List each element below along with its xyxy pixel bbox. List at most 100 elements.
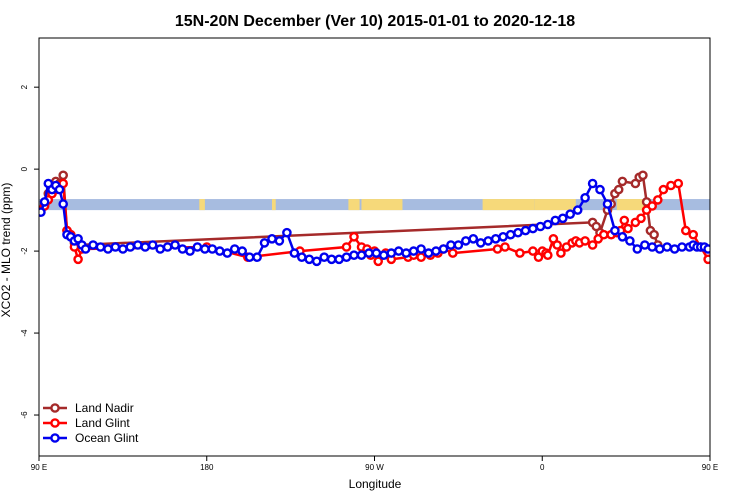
legend-swatch-marker bbox=[50, 433, 60, 443]
series-point bbox=[500, 242, 510, 252]
series-point bbox=[587, 178, 598, 189]
legend-label: Land Glint bbox=[75, 416, 130, 430]
series-point bbox=[431, 246, 441, 256]
series-point bbox=[520, 225, 531, 236]
series-point bbox=[319, 252, 330, 263]
series-layer bbox=[39, 170, 723, 267]
series-point bbox=[341, 252, 352, 263]
series-point bbox=[647, 242, 658, 252]
series-point bbox=[666, 180, 676, 191]
series-point bbox=[88, 240, 98, 250]
series-point bbox=[237, 246, 247, 256]
land-patch bbox=[271, 199, 276, 211]
y-tick-label: 0 bbox=[20, 166, 29, 171]
series-point bbox=[349, 250, 359, 260]
series-point bbox=[110, 242, 121, 252]
series-point bbox=[446, 240, 456, 250]
series-point bbox=[177, 244, 188, 254]
series-point bbox=[453, 240, 464, 250]
series-point bbox=[95, 242, 106, 252]
series-point bbox=[267, 233, 277, 244]
series-point bbox=[647, 201, 658, 211]
series-point bbox=[408, 246, 419, 256]
y-tick-label: 2 bbox=[20, 84, 29, 89]
series-point bbox=[341, 242, 352, 252]
series-point bbox=[610, 225, 620, 236]
land-patch bbox=[348, 199, 360, 211]
series-point bbox=[222, 248, 233, 258]
series-point bbox=[326, 254, 337, 265]
x-axis: 90 E 180 90 W 0 90 E bbox=[31, 456, 718, 472]
series-point bbox=[334, 254, 344, 265]
x-tick-label: 90 E bbox=[31, 463, 47, 472]
series-point bbox=[636, 213, 646, 224]
land-patch bbox=[199, 199, 205, 211]
land-patch bbox=[482, 199, 535, 211]
series-point bbox=[543, 219, 553, 230]
series-point bbox=[513, 227, 523, 238]
series-point bbox=[602, 199, 613, 209]
series-point bbox=[39, 207, 46, 217]
series-point bbox=[373, 256, 384, 267]
series-point bbox=[669, 244, 680, 254]
series-point bbox=[147, 240, 158, 250]
series-point bbox=[654, 244, 665, 254]
series-point bbox=[423, 248, 434, 258]
series-point bbox=[140, 242, 150, 252]
series-point bbox=[155, 244, 165, 254]
series-point bbox=[371, 248, 382, 258]
y-tick-label: -2 bbox=[20, 247, 29, 255]
y-tick-label: -4 bbox=[20, 329, 29, 337]
series-point bbox=[556, 248, 566, 258]
series-point bbox=[580, 192, 590, 203]
series-point bbox=[632, 244, 643, 254]
series-point bbox=[617, 176, 628, 187]
series-point bbox=[386, 248, 397, 258]
series-point bbox=[282, 227, 292, 238]
chart-title: 15N-20N December (Ver 10) 2015-01-01 to … bbox=[175, 13, 575, 30]
land-patch bbox=[361, 199, 403, 211]
series-point bbox=[214, 246, 225, 256]
series-point bbox=[185, 246, 195, 256]
series-point bbox=[259, 238, 270, 248]
series-point bbox=[200, 244, 210, 254]
series-point bbox=[543, 250, 553, 260]
series-point bbox=[625, 236, 635, 246]
series-point bbox=[653, 195, 663, 205]
x-tick-label: 90 E bbox=[702, 463, 718, 472]
series-point bbox=[638, 170, 648, 181]
series-point bbox=[39, 197, 50, 207]
y-axis-label: XCO2 - MLO trend (ppm) bbox=[0, 183, 13, 318]
series-point bbox=[617, 231, 628, 242]
series-point bbox=[673, 178, 684, 189]
series-point bbox=[681, 225, 691, 236]
series-point bbox=[483, 236, 494, 246]
series-point bbox=[475, 238, 486, 248]
x-tick-label: 180 bbox=[200, 463, 214, 472]
x-tick-label: 90 W bbox=[365, 463, 384, 472]
series-point bbox=[515, 248, 525, 258]
series-point bbox=[619, 215, 630, 226]
series-point bbox=[118, 244, 128, 254]
series-point bbox=[252, 252, 262, 263]
legend-label: Ocean Glint bbox=[75, 431, 139, 445]
land-patch bbox=[534, 199, 576, 211]
series-point bbox=[498, 231, 508, 242]
series-point bbox=[640, 240, 650, 250]
series-point bbox=[438, 244, 449, 254]
y-tick-label: -6 bbox=[20, 411, 29, 419]
series-point bbox=[580, 236, 590, 246]
series-point bbox=[716, 243, 723, 250]
legend-swatch-marker bbox=[50, 418, 60, 428]
series-point bbox=[393, 246, 404, 256]
series-point bbox=[552, 240, 563, 250]
series-point bbox=[58, 199, 69, 209]
series-point bbox=[73, 254, 83, 265]
series-point bbox=[572, 205, 583, 215]
series-point bbox=[613, 184, 624, 195]
series-point bbox=[207, 244, 218, 254]
series-point bbox=[460, 236, 471, 246]
series-point bbox=[162, 242, 173, 252]
series-point bbox=[658, 184, 669, 195]
